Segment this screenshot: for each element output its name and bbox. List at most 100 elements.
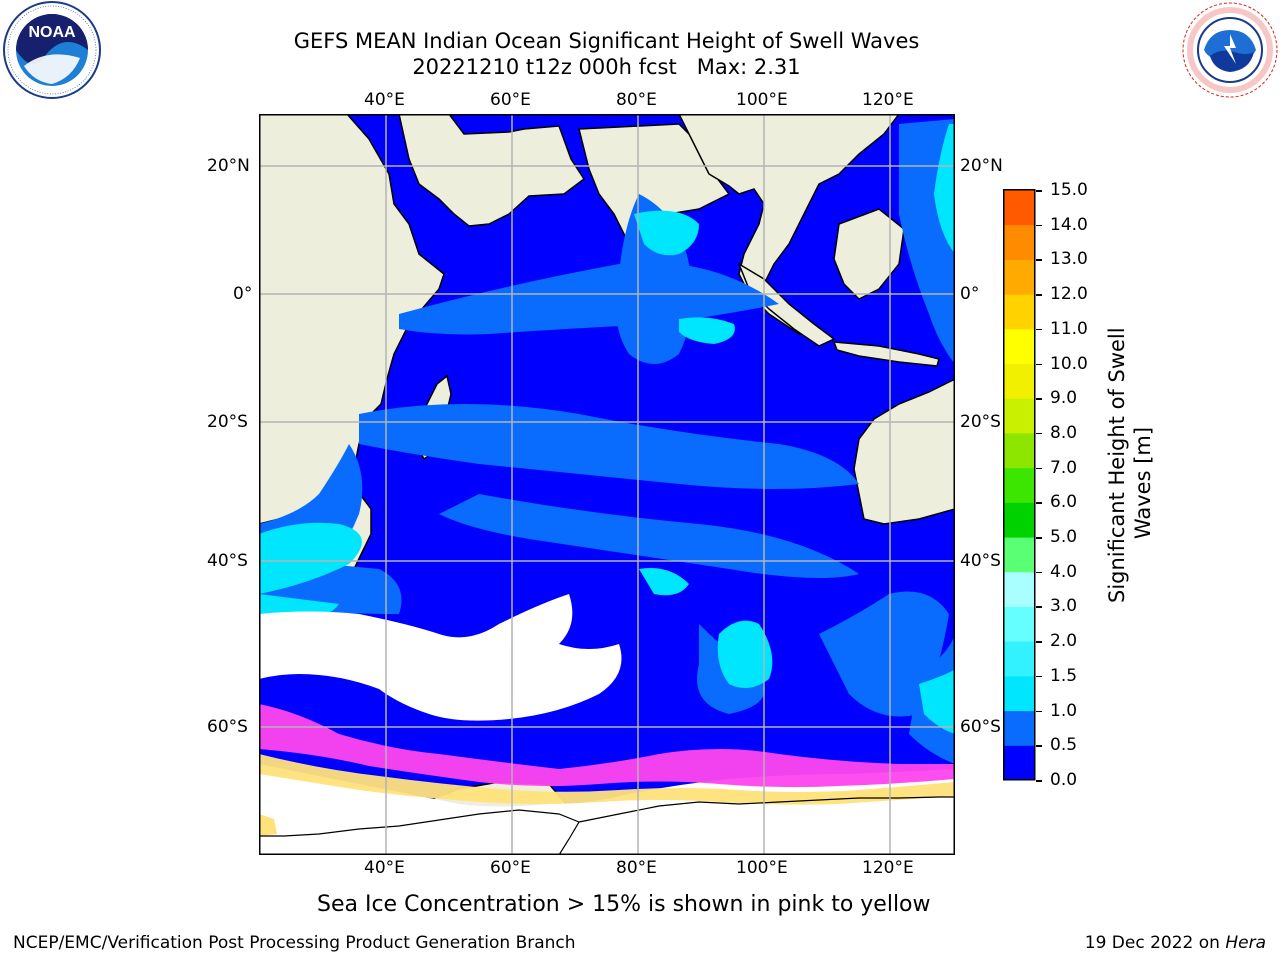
colorbar-tick-label: 15.0 <box>1050 180 1088 200</box>
no-data-white <box>259 594 622 721</box>
left-lat-tick-40s: 40°S <box>207 551 248 571</box>
colorbar-tick-label: 14.0 <box>1050 214 1088 235</box>
colorbar-tick-mark <box>1036 224 1042 227</box>
colorbar-tick-label: 7.0 <box>1050 457 1078 478</box>
colorbar-segment <box>1004 502 1034 538</box>
footer-branch: NCEP/EMC/Verification Post Processing Pr… <box>13 933 576 953</box>
colorbar-tick-label: 13.0 <box>1050 249 1088 270</box>
colorbar-tick-label: 12.0 <box>1050 284 1088 305</box>
colorbar-segment <box>1004 190 1034 226</box>
colorbar-tick-label: 9.0 <box>1050 388 1078 409</box>
colorbar-tick-label: 6.0 <box>1050 492 1078 513</box>
colorbar-title-line2: Waves [m] <box>1131 426 1155 540</box>
colorbar-segment <box>1004 432 1034 469</box>
colorbar-segment <box>1004 675 1034 712</box>
map-subtitle: 20221210 t12z 000h fcst Max: 2.31 <box>412 55 801 79</box>
colorbar-segment <box>1004 710 1034 746</box>
colorbar-segment <box>1004 745 1034 781</box>
southeast-asia-landmass <box>678 114 900 335</box>
bottom-lon-tick-40e: 40°E <box>364 858 405 878</box>
colorbar-tick-mark <box>1036 745 1042 747</box>
colorbar-tick-mark <box>1036 641 1042 643</box>
colorbar-tick-label: 2.0 <box>1050 631 1078 652</box>
colorbar-segment <box>1004 537 1034 573</box>
colorbar-segment <box>1004 467 1034 503</box>
colorbar-tick-mark <box>1036 606 1042 608</box>
bottom-lon-tick-120e: 120°E <box>862 858 914 878</box>
colorbar-tick-label: 8.0 <box>1050 422 1078 443</box>
top-lon-tick-40e: 40°E <box>364 90 405 110</box>
colorbar-tick-mark <box>1036 259 1042 261</box>
noaa-logo: NOAA <box>2 0 102 100</box>
colorbar-tick-mark <box>1036 537 1042 539</box>
map-frame <box>259 114 955 855</box>
right-lat-tick-0: 0° <box>960 284 980 304</box>
sea-ice-yellow-band <box>259 754 955 805</box>
right-lat-tick-20s: 20°S <box>960 412 1001 432</box>
colorbar-tick-mark <box>1036 190 1042 192</box>
bottom-lon-tick-80e: 80°E <box>616 858 657 878</box>
left-lat-tick-20n: 20°N <box>207 156 250 176</box>
colorbar-segment <box>1004 294 1034 330</box>
left-lat-tick-60s: 60°S <box>207 717 248 737</box>
graticule <box>259 114 955 855</box>
svg-text:NOAA: NOAA <box>28 24 76 41</box>
left-lat-tick-20s: 20°S <box>207 412 248 432</box>
colorbar-segment <box>1004 641 1034 677</box>
colorbar-tick-mark <box>1036 398 1042 400</box>
footer-date-text: 19 Dec 2022 on <box>1084 933 1220 953</box>
left-lat-tick-0: 0° <box>233 284 253 304</box>
colorbar-segment <box>1004 328 1034 365</box>
sea-ice-pink-band <box>259 704 955 788</box>
java-landmass <box>832 341 940 367</box>
top-lon-tick-100e: 100°E <box>736 90 788 110</box>
colorbar-segment <box>1004 571 1034 607</box>
colorbar-tick-label: 11.0 <box>1050 318 1088 339</box>
colorbar-title-line1: Significant Height of Swell <box>1105 327 1129 603</box>
colorbar-segment <box>1004 606 1034 642</box>
sea-ice-yellow-patch <box>259 814 277 836</box>
footer-date: 19 Dec 2022 on Hera <box>1085 933 1266 953</box>
colorbar-tick-labels: 0.0 0.5 1.0 1.5 2.0 3.0 4.0 5.0 6.0 7.0 8.0 9.0 10.0… <box>1036 180 1096 790</box>
top-lon-tick-80e: 80°E <box>616 90 657 110</box>
colorbar-tick-mark <box>1036 571 1042 574</box>
top-lon-tick-120e: 120°E <box>862 90 914 110</box>
colorbar-tick-mark <box>1036 467 1042 470</box>
colorbar-segment <box>1004 398 1034 434</box>
colorbar-tick-mark <box>1036 710 1042 713</box>
sea-ice-caption: Sea Ice Concentration > 15% is shown in … <box>317 892 931 917</box>
colorbar <box>1003 189 1036 781</box>
sea-ice-field <box>259 594 955 855</box>
colorbar-tick-label: 0.5 <box>1050 735 1078 756</box>
colorbar-tick-mark <box>1036 432 1042 435</box>
arabia-landmass <box>398 114 586 227</box>
map-title: GEFS MEAN Indian Ocean Significant Heigh… <box>293 29 920 53</box>
footer-machine: Hera <box>1225 933 1266 953</box>
colorbar-tick-label: 1.5 <box>1050 665 1078 686</box>
colorbar-tick-mark <box>1036 675 1042 678</box>
nws-logo <box>1180 0 1280 100</box>
antarctica-coastline <box>259 809 580 855</box>
right-lat-tick-20n: 20°N <box>960 156 1003 176</box>
colorbar-tick-label: 10.0 <box>1050 353 1088 374</box>
colorbar-segment <box>1004 224 1034 260</box>
colorbar-tick-label: 5.0 <box>1050 527 1078 548</box>
borneo-landmass <box>833 208 905 300</box>
swell-field-mid <box>259 119 955 764</box>
right-lat-tick-40s: 40°S <box>960 551 1001 571</box>
colorbar-tick-label: 4.0 <box>1050 561 1078 582</box>
colorbar-tick-mark <box>1036 363 1042 366</box>
bottom-lon-tick-60e: 60°E <box>490 858 531 878</box>
colorbar-tick-label: 3.0 <box>1050 596 1078 617</box>
top-lon-tick-60e: 60°E <box>490 90 531 110</box>
swell-field-light <box>259 124 955 734</box>
colorbar-tick-label: 1.0 <box>1050 700 1078 721</box>
colorbar-tick-mark <box>1036 502 1042 504</box>
antarctica-coastline-east <box>578 796 955 823</box>
bottom-lon-tick-100e: 100°E <box>736 858 788 878</box>
right-lat-tick-60s: 60°S <box>960 717 1001 737</box>
colorbar-segment <box>1004 259 1034 295</box>
colorbar-tick-mark <box>1036 328 1042 331</box>
colorbar-tick-mark <box>1036 780 1042 782</box>
colorbar-tick-mark <box>1036 294 1042 296</box>
